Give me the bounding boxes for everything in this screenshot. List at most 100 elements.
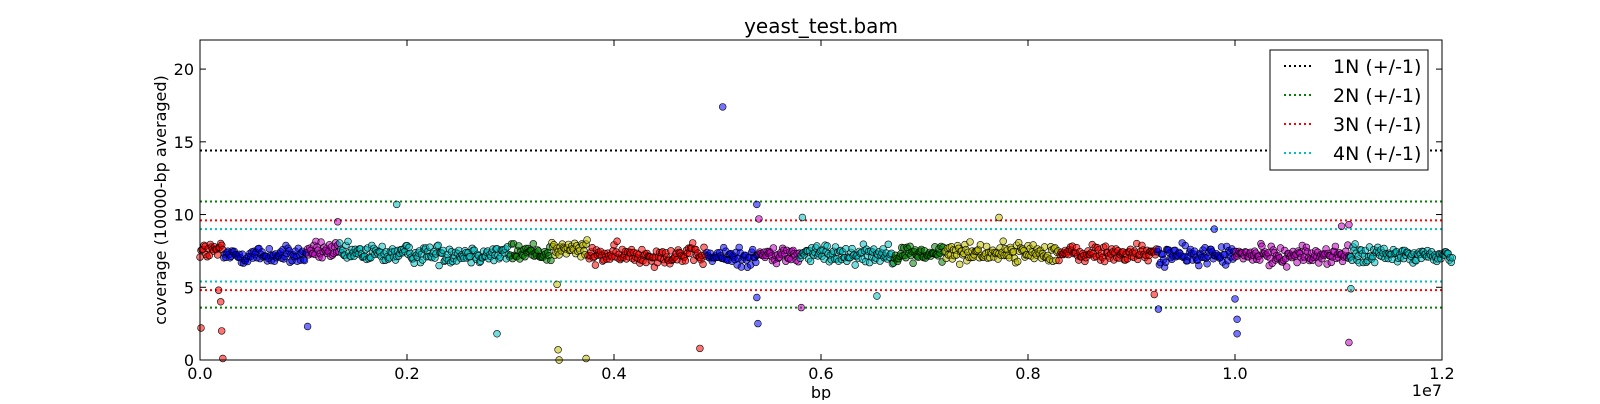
outlier-point: [197, 324, 205, 332]
x-tick-label: 0.0: [187, 364, 212, 383]
data-point: [752, 258, 760, 267]
data-point: [467, 259, 475, 267]
data-point: [583, 236, 591, 244]
x-axis-offset-label: 1e7: [1412, 381, 1442, 400]
outlier-point: [218, 327, 226, 335]
legend-box: [1269, 49, 1429, 171]
legend-label: 4N (+/-1): [1333, 143, 1421, 165]
outlier-point: [696, 344, 704, 353]
reference-lines: [200, 149, 1442, 309]
data-point: [591, 261, 600, 269]
outlier-point: [1345, 338, 1353, 347]
outlier-point: [1231, 295, 1239, 303]
x-tick-label: 0.2: [394, 364, 419, 383]
x-tick-label: 0.4: [601, 364, 626, 383]
legend: 1N (+/-1) 2N (+/-1) 3N (+/-1) 4N (+/-1): [1269, 49, 1429, 171]
y-tick-label: 20: [174, 60, 194, 79]
outlier-point: [554, 346, 562, 354]
legend-label: 2N (+/-1): [1333, 85, 1421, 107]
data-point: [1161, 258, 1170, 266]
outlier-point: [1337, 222, 1346, 230]
data-point: [955, 260, 964, 268]
data-points: [196, 103, 1457, 364]
data-point: [265, 245, 273, 253]
y-tick-label: 5: [184, 278, 194, 297]
y-tick-label: 15: [174, 133, 194, 152]
data-point: [699, 260, 707, 268]
data-point: [1181, 241, 1190, 250]
data-point: [737, 263, 745, 271]
data-point: [1370, 258, 1379, 267]
y-tick-label: 10: [174, 206, 194, 225]
data-point: [848, 244, 856, 253]
data-point: [300, 256, 309, 265]
outlier-point: [582, 354, 590, 363]
outlier-point: [303, 322, 312, 331]
data-point: [1040, 243, 1049, 251]
outlier-point: [1154, 305, 1163, 313]
plot-frame: [199, 39, 1443, 361]
data-point: [1100, 257, 1109, 266]
data-point: [999, 237, 1007, 245]
outlier-point: [1347, 285, 1355, 293]
outlier-point: [219, 354, 227, 363]
data-point: [1009, 247, 1018, 256]
data-point: [613, 237, 621, 245]
outlier-point: [493, 330, 501, 338]
outlier-point: [718, 103, 727, 111]
data-point: [1351, 240, 1359, 248]
outlier-point: [393, 200, 401, 209]
data-point: [806, 257, 815, 266]
outlier-point: [798, 213, 807, 222]
data-point: [336, 239, 344, 247]
outlier-point: [753, 200, 761, 209]
data-point: [966, 238, 974, 246]
outlier-point: [755, 215, 763, 223]
data-point: [1256, 256, 1264, 264]
data-point: [909, 259, 917, 267]
data-point: [851, 261, 859, 269]
outlier-point: [753, 293, 761, 302]
x-tick-label: 1.0: [1222, 364, 1247, 383]
outlier-point: [553, 280, 561, 289]
data-point: [1013, 257, 1022, 266]
data-point: [344, 237, 352, 246]
data-point: [688, 239, 697, 247]
outlier-point: [214, 286, 223, 294]
data-point: [1258, 242, 1266, 250]
y-tick-label: 0: [184, 351, 194, 370]
data-point: [378, 242, 386, 251]
data-point: [823, 242, 831, 250]
data-point: [410, 259, 418, 267]
data-point: [1448, 254, 1457, 262]
data-point: [405, 243, 413, 252]
outlier-point: [334, 218, 342, 226]
chart-title: yeast_test.bam: [744, 14, 898, 38]
legend-label: 1N (+/-1): [1333, 56, 1421, 78]
legend-label: 3N (+/-1): [1333, 114, 1421, 136]
outlier-point: [1233, 330, 1241, 338]
data-point: [205, 251, 214, 260]
data-point: [769, 244, 778, 252]
outlier-point: [995, 213, 1003, 222]
data-point: [748, 245, 757, 254]
outlier-point: [217, 298, 225, 306]
outlier-point: [1150, 290, 1159, 299]
outlier-point: [797, 303, 805, 312]
data-point: [1101, 242, 1110, 250]
x-axis-label: bp: [811, 383, 831, 400]
x-tick-label: 0.6: [808, 364, 833, 383]
data-point: [213, 251, 222, 259]
outlier-point: [873, 292, 881, 300]
y-axis-label: coverage (10000-bp averaged): [151, 75, 170, 325]
outlier-point: [1210, 225, 1219, 233]
data-point: [529, 240, 537, 248]
data-point: [1195, 261, 1203, 270]
data-point: [681, 257, 690, 265]
data-point: [434, 241, 442, 250]
outlier-point: [1233, 315, 1241, 323]
data-point: [435, 261, 443, 270]
data-point: [884, 240, 892, 249]
